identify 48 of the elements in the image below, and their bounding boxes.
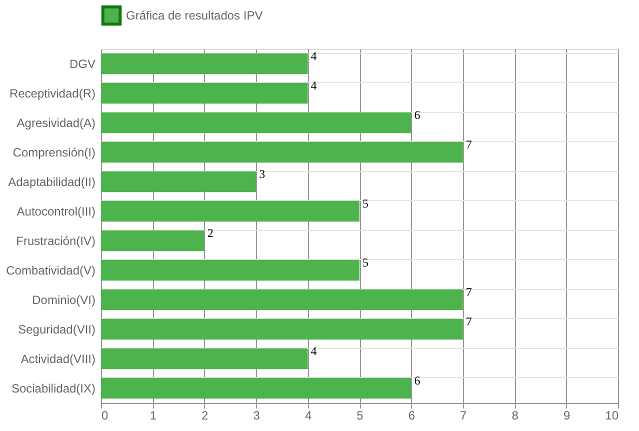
bar xyxy=(101,230,204,252)
x-tick-label: 0 xyxy=(102,408,108,422)
data-label: 5 xyxy=(362,255,368,270)
bar xyxy=(101,82,308,104)
data-label: 4 xyxy=(310,344,317,358)
bar xyxy=(101,348,308,370)
data-label: 4 xyxy=(310,78,317,92)
bar xyxy=(101,53,308,74)
data-label: 2 xyxy=(207,226,214,240)
x-tick-label: 3 xyxy=(253,408,260,422)
data-label: 7 xyxy=(466,137,472,152)
data-label: 4 xyxy=(310,48,317,63)
y-tick-label: Agresividad(A) xyxy=(16,116,96,130)
data-label: 7 xyxy=(466,284,472,299)
y-tick-label: Receptividad(R) xyxy=(9,86,96,100)
bar xyxy=(101,200,360,222)
data-label: 6 xyxy=(414,373,420,388)
x-tick-label: 6 xyxy=(408,408,416,422)
bar xyxy=(101,142,463,163)
bar xyxy=(101,378,412,399)
bar xyxy=(101,289,463,310)
x-tick-label: 1 xyxy=(150,408,157,422)
y-tick-label: Dominio(VI) xyxy=(32,292,96,307)
y-tick-label: DGV xyxy=(69,56,96,71)
y-tick-label: Frustración(IV) xyxy=(16,234,96,248)
bar xyxy=(101,318,463,340)
legend-label: Gráfica de resultados IPV xyxy=(126,8,263,22)
x-tick-label: 4 xyxy=(304,408,312,422)
x-tick-label: 9 xyxy=(563,408,570,422)
y-tick-label: Actividad(VIII) xyxy=(20,352,96,366)
data-label: 3 xyxy=(259,166,266,181)
x-tick-label: 2 xyxy=(202,408,209,422)
y-tick-label: Adaptabilidad(II) xyxy=(8,174,96,189)
y-tick-label: Comprensión(I) xyxy=(12,145,96,160)
data-label: 5 xyxy=(362,196,368,210)
x-tick-label: 7 xyxy=(460,408,468,422)
y-tick-label: Sociabilidad(IX) xyxy=(11,381,96,396)
bar xyxy=(101,171,256,192)
y-tick-label: Seguridad(VII) xyxy=(18,322,96,336)
data-label: 7 xyxy=(466,314,472,328)
data-label: 6 xyxy=(414,108,420,122)
x-tick-label: 5 xyxy=(356,408,364,422)
x-tick-label: 8 xyxy=(512,408,519,422)
y-tick-label: Combatividad(V) xyxy=(6,263,96,278)
bar xyxy=(101,112,412,134)
x-tick-label: 10 xyxy=(605,408,619,422)
y-tick-label: Autocontrol(III) xyxy=(16,204,96,218)
bar xyxy=(101,260,360,281)
